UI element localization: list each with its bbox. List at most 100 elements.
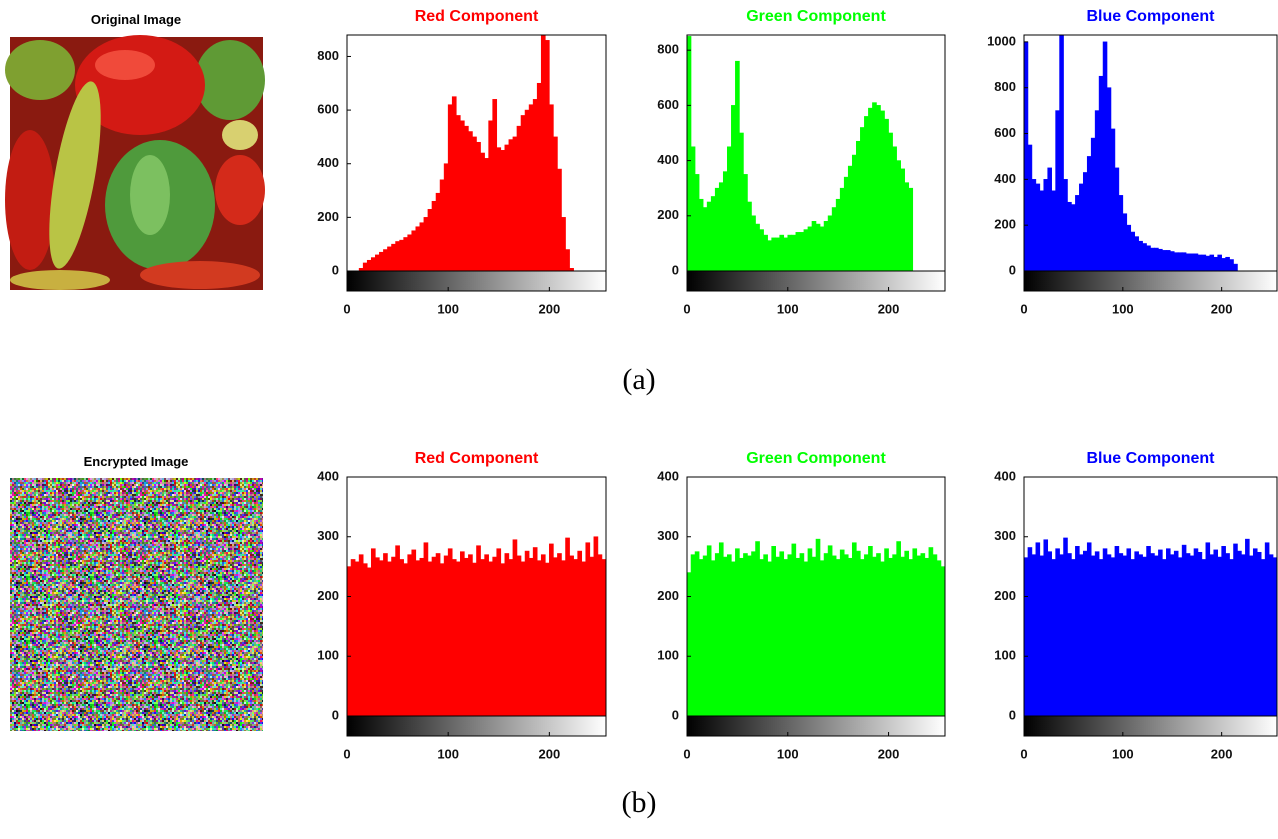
histogram-bar [407,234,413,272]
histogram-bar [1106,554,1112,717]
histogram-bar [767,240,772,272]
histogram-bar [1055,110,1060,272]
histogram-bar [908,187,914,272]
histogram-bar [1185,553,1191,717]
histogram-bar [1114,167,1120,272]
histogram-bar [383,553,388,717]
histogram-bar [1146,245,1151,272]
histogram-bar [884,118,889,272]
histogram-bar [779,234,785,272]
histogram-bar [892,146,897,272]
histogram-bar [1166,250,1171,272]
histogram-bar [1122,555,1128,717]
histogram-bar [419,222,425,272]
y-tick-label: 300 [994,528,1016,543]
image-shape [140,261,260,289]
image-shape [5,130,55,270]
histogram-bar [1051,190,1056,272]
histogram-bar [751,551,756,717]
x-tick-label: 100 [437,301,459,316]
histogram-bar [476,141,481,272]
y-tick-label: 200 [994,588,1016,603]
histogram-bar [544,40,550,272]
x-tick-label: 200 [1211,746,1233,761]
histogram-bar [443,163,449,272]
histogram-bar [362,563,368,717]
colorbar [346,270,607,292]
histogram-bar [1051,559,1056,717]
chart-title: Green Component [746,8,886,25]
histogram-bar [1138,240,1143,272]
histogram-bar [1158,248,1163,272]
y-tick-label: 200 [657,588,679,603]
histogram-bar [1134,551,1139,717]
histogram-bar [1197,254,1203,272]
histogram-bar [799,232,805,272]
histogram-bar [706,545,712,717]
histogram-bar [775,237,781,272]
histogram-bar [1063,537,1068,717]
histogram-bar [779,551,785,717]
histogram-bar [864,116,869,272]
histogram-bar [447,104,453,272]
histogram-bar [1166,548,1171,717]
histogram-bar [787,554,793,717]
histogram-bar [819,560,825,717]
histogram-bar [375,254,380,272]
histogram-bar [791,543,797,717]
x-tick-label: 200 [538,301,560,316]
histogram-bar [451,96,457,272]
histogram-bar [472,136,477,272]
histogram-bar [835,198,841,272]
histogram-bar [370,257,376,272]
histogram-bar [702,207,708,272]
histogram-bar [460,120,465,272]
histogram-bar [1110,557,1116,717]
histogram-bar [718,182,724,272]
histogram-bar [540,554,546,717]
histogram-bar [395,241,400,272]
histogram-bar [439,563,445,717]
histogram-bar [553,557,558,717]
histogram-bar [1090,137,1096,272]
histogram-bar [735,548,740,717]
histogram-bar [1094,551,1100,717]
histogram-bar [1185,253,1191,272]
histogram-bar [868,107,873,272]
histogram-bar [694,551,700,717]
histogram-bar [423,542,429,717]
y-tick-label: 0 [332,262,339,277]
histogram-bar [759,229,764,272]
histogram-bar [1082,172,1088,272]
histogram-bar [399,239,404,272]
histogram-bar [876,105,881,272]
chart-title: Blue Component [1087,8,1216,25]
histogram-bar [747,555,752,717]
histogram-bar [1023,557,1029,717]
histogram-bar [864,554,869,717]
colorbar [1023,715,1278,737]
histogram-bar [880,110,885,272]
histogram-bar [1126,224,1132,272]
histogram-bar [1063,179,1068,272]
histogram-bar [435,192,441,272]
y-tick-label: 200 [317,588,339,603]
histogram-bar [1082,550,1088,717]
x-tick-label: 0 [1020,301,1027,316]
histogram-bar [464,557,469,717]
histogram-bar [698,559,704,717]
histogram-bar [722,556,728,717]
histogram-bar [1193,253,1199,272]
histogram-bar [480,559,485,717]
histogram-bar [1233,263,1238,272]
histogram-bar [520,115,526,272]
histogram-bar [508,559,514,717]
histogram-bar [722,171,728,272]
histogram-bar [1225,256,1230,272]
histogram-bar [1177,252,1183,272]
histogram-bar [597,554,603,717]
y-tick-label: 400 [317,468,339,483]
histogram-bar [1031,179,1037,272]
histogram-bar [492,99,498,272]
colorbar [346,715,607,737]
